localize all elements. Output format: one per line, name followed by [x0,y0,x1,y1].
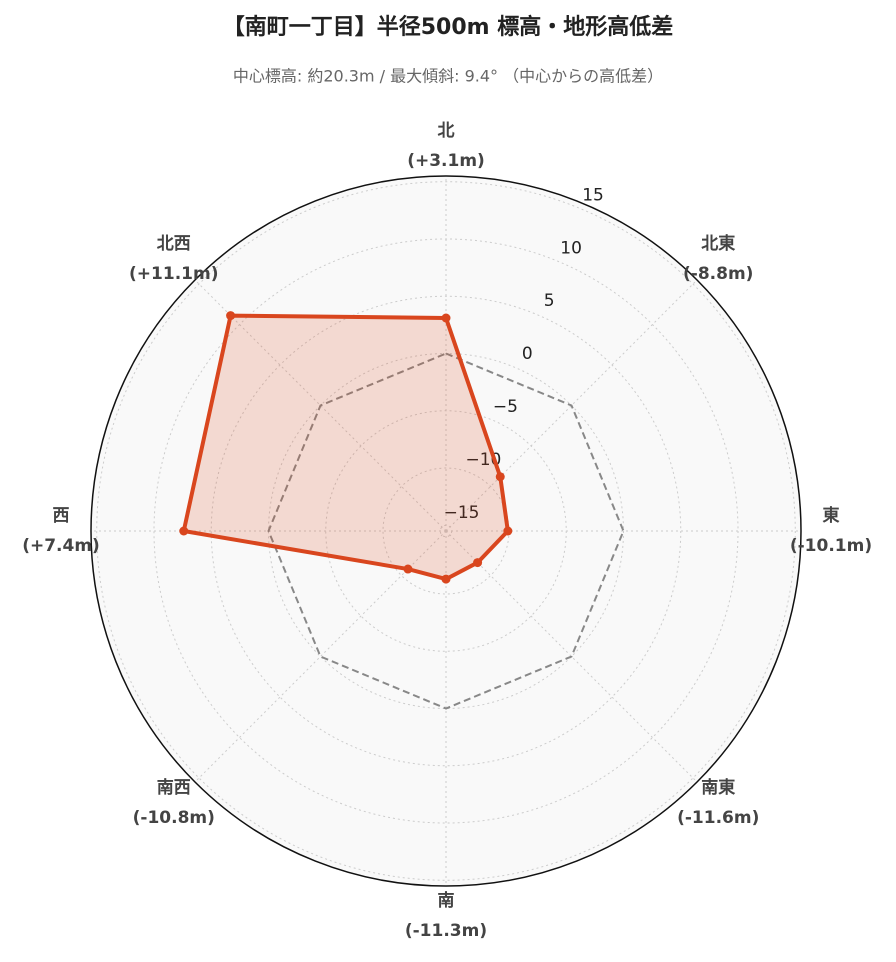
point [495,472,505,482]
category-label: 北西 [157,234,191,254]
grid-circle [439,524,453,538]
point [503,526,513,536]
point [441,574,451,584]
category-label: 南 [438,890,455,911]
category-label: 西 [53,506,70,526]
category-label: 北 [438,121,455,141]
grid-circle [325,410,567,652]
r-tick-label: 15 [582,185,604,205]
r-tick-label: 0 [522,344,533,364]
point [179,526,189,536]
grid-circle [96,181,796,881]
value-label: (-11.3m) [405,921,487,941]
value-label: (+11.1m) [129,264,218,284]
reference-line [267,352,625,710]
category-label: 南西 [157,777,191,798]
value-label: (+3.1m) [407,151,485,171]
spoke [194,530,447,783]
r-tick-label: 10 [560,238,582,258]
value-label: (-10.8m) [133,808,215,828]
point [473,558,483,568]
point [441,313,451,323]
point [226,311,236,321]
value-label: (-10.1m) [790,536,872,556]
point [403,564,413,574]
plot-border [90,175,802,887]
category-label: 北東 [701,233,735,254]
chart-subtitle: 中心標高: 約20.3m / 最大傾斜: 9.4° （中心からの高低差） [233,67,663,86]
category-label: 東 [823,505,840,526]
r-tick-label: −5 [493,397,518,417]
category-label: 南東 [701,777,735,798]
value-label: (-8.8m) [683,264,753,284]
spoke [445,279,698,532]
r-tick-label: 5 [544,291,555,311]
grid-circle [210,295,682,767]
spoke [194,279,447,532]
grid-circle [153,238,739,824]
spoke [445,530,698,783]
chart-title: 【南町一丁目】半径500m 標高・地形高低差 [223,14,674,40]
area [181,313,510,582]
r-tick-label: −15 [444,503,480,523]
value-label: (-11.6m) [677,808,759,828]
value-label: (+7.4m) [22,536,100,556]
